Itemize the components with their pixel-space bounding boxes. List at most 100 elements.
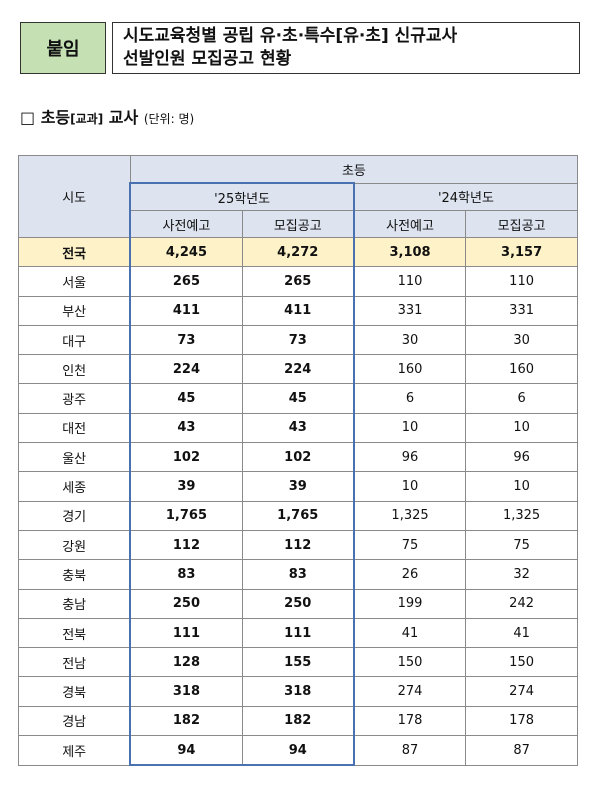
year-header: '25학년도 (129, 182, 355, 211)
table-row: 울산 102 102 96 96 (18, 442, 578, 473)
sub-header: 사전예고 (353, 210, 467, 238)
value-cell: 73 (241, 324, 355, 356)
value-cell: 1,765 (129, 500, 243, 531)
region-cell: 광주 (18, 383, 131, 414)
value-cell: 1,765 (241, 500, 355, 531)
section-heading: □ 초등[교과] 교사 (단위: 명) (20, 104, 194, 128)
value-cell: 45 (129, 383, 243, 414)
value-cell: 45 (241, 383, 355, 414)
value-cell: 43 (241, 412, 355, 444)
region-cell: 세종 (18, 471, 131, 502)
value-cell: 75 (353, 529, 467, 561)
sub-header: 모집공고 (241, 210, 355, 238)
value-cell: 1,325 (465, 500, 578, 531)
value-cell: 73 (129, 324, 243, 356)
table-row: 제주 94 94 87 87 (18, 735, 578, 767)
value-cell: 75 (465, 529, 578, 561)
value-cell: 199 (353, 588, 467, 619)
value-cell: 30 (465, 324, 578, 356)
value-cell: 318 (129, 676, 243, 707)
table-row: 경기 1,765 1,765 1,325 1,325 (18, 500, 578, 531)
region-cell: 울산 (18, 442, 131, 473)
value-cell: 6 (465, 383, 578, 414)
value-cell: 274 (353, 676, 467, 707)
unit: (단위: 명) (143, 112, 195, 126)
value-cell: 265 (129, 266, 243, 297)
value-cell: 250 (129, 588, 243, 619)
value-cell: 128 (129, 647, 243, 678)
region-cell: 전북 (18, 617, 131, 649)
value-cell: 41 (353, 617, 467, 649)
value-cell: 110 (465, 266, 578, 297)
table-body: 전국 4,245 4,272 3,108 3,157 서울 265 265 110 110 부산 41… (18, 236, 578, 767)
region-cell: 대전 (18, 412, 131, 444)
value-cell: 1,325 (353, 500, 467, 531)
region-cell: 충남 (18, 588, 131, 619)
table-row: 세종 39 39 10 10 (18, 471, 578, 502)
region-cell: 대구 (18, 324, 131, 356)
value-cell: 112 (129, 529, 243, 561)
value-cell: 155 (241, 647, 355, 678)
table-row: 전국 4,245 4,272 3,108 3,157 (18, 236, 578, 268)
value-cell: 178 (465, 705, 578, 737)
table-row: 충남 250 250 199 242 (18, 588, 578, 619)
section-subject: 교사 (108, 108, 139, 127)
value-cell: 331 (353, 295, 467, 326)
section-bracket: [교과] (70, 112, 104, 126)
table-row: 서울 265 265 110 110 (18, 266, 578, 297)
value-cell: 10 (465, 412, 578, 444)
title-box: 시도교육청별 공립 유·초·특수[유·초] 신규교사 선발인원 모집공고 현황 (112, 22, 580, 74)
value-cell: 6 (353, 383, 467, 414)
value-cell: 182 (129, 705, 243, 737)
table-row: 대전 43 43 10 10 (18, 412, 578, 444)
value-cell: 331 (465, 295, 578, 326)
value-cell: 10 (353, 412, 467, 444)
value-cell: 96 (465, 442, 578, 473)
value-cell: 411 (241, 295, 355, 326)
value-cell: 43 (129, 412, 243, 444)
table-row: 전북 111 111 41 41 (18, 617, 578, 649)
title-line: 시도교육청별 공립 유·초·특수[유·초] 신규교사 (123, 26, 458, 46)
marker: □ (20, 108, 36, 127)
value-cell: 41 (465, 617, 578, 649)
value-cell: 83 (241, 559, 355, 590)
region-cell: 충북 (18, 559, 131, 590)
value-cell: 3,108 (353, 236, 467, 268)
value-cell: 150 (353, 647, 467, 678)
value-cell: 224 (129, 354, 243, 385)
region-cell: 부산 (18, 295, 131, 326)
region-cell: 인천 (18, 354, 131, 385)
sub-header: 모집공고 (465, 210, 578, 238)
value-cell: 411 (129, 295, 243, 326)
sub-header: 사전예고 (129, 210, 243, 238)
value-cell: 110 (353, 266, 467, 297)
value-cell: 111 (241, 617, 355, 649)
region-cell: 경기 (18, 500, 131, 531)
table-row: 대구 73 73 30 30 (18, 324, 578, 356)
region-cell: 경북 (18, 676, 131, 707)
table-row: 전남 128 155 150 150 (18, 647, 578, 678)
value-cell: 30 (353, 324, 467, 356)
value-cell: 83 (129, 559, 243, 590)
section-title: 초등 (40, 108, 71, 127)
value-cell: 4,245 (129, 236, 243, 268)
value-cell: 178 (353, 705, 467, 737)
region-header: 시도 (18, 155, 131, 238)
table: 시도 초등 '25학년도 '24학년도 사전예고 모집공고 사전예고 모집공고 … (18, 155, 579, 767)
table-row: 강원 112 112 75 75 (18, 529, 578, 561)
value-cell: 318 (241, 676, 355, 707)
value-cell: 39 (129, 471, 243, 502)
value-cell: 242 (465, 588, 578, 619)
value-cell: 160 (465, 354, 578, 385)
region-cell: 강원 (18, 529, 131, 561)
table-row: 광주 45 45 6 6 (18, 383, 578, 414)
value-cell: 94 (241, 735, 355, 767)
value-cell: 182 (241, 705, 355, 737)
value-cell: 87 (353, 735, 467, 766)
region-cell: 제주 (18, 735, 131, 766)
region-cell: 전국 (18, 236, 131, 268)
value-cell: 87 (465, 735, 578, 766)
table-row: 충북 83 83 26 32 (18, 559, 578, 590)
region-cell: 전남 (18, 647, 131, 678)
